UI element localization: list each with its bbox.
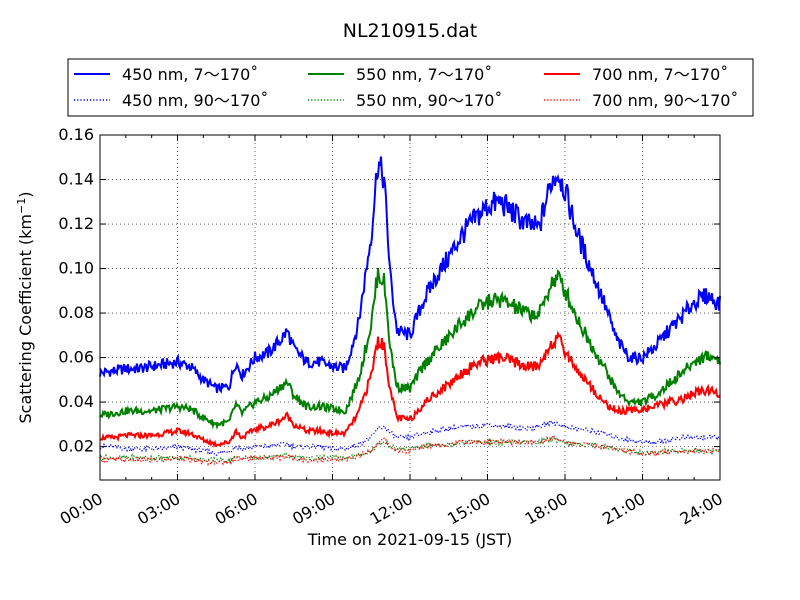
x-tick-label: 15:00 — [444, 489, 493, 529]
legend-label: 450 nm, 90～170˚ — [122, 91, 268, 110]
legend-box — [67, 58, 754, 117]
y-tick-label: 0.14 — [58, 170, 94, 189]
x-tick-label: 18:00 — [522, 489, 571, 529]
x-tick-label: 12:00 — [367, 489, 416, 529]
legend-label: 700 nm, 90～170˚ — [592, 91, 738, 110]
grid — [100, 135, 720, 480]
y-axis-label-main: Scattering Coefficient (km — [16, 214, 35, 424]
x-tick-label: 03:00 — [134, 489, 183, 529]
y-tick-label: 0.16 — [58, 125, 94, 144]
series-line — [99, 156, 721, 394]
legend-label: 550 nm, 90～170˚ — [356, 91, 502, 110]
chart-title: NL210915.dat — [343, 20, 478, 42]
series-line — [99, 330, 721, 448]
y-tick-label: 0.04 — [58, 392, 94, 411]
x-tick-label: 06:00 — [212, 489, 261, 529]
x-tick-label: 00:00 — [57, 489, 106, 529]
series-line — [99, 267, 721, 430]
series-line — [99, 420, 721, 456]
y-tick-label: 0.02 — [58, 437, 94, 456]
x-tick-label: 24:00 — [677, 489, 726, 529]
series-line — [99, 436, 721, 465]
x-tick-label: 21:00 — [599, 489, 648, 529]
x-tick-label: 09:00 — [289, 489, 338, 529]
y-axis-label-exponent: −1 — [15, 198, 28, 214]
ticks: 00:00 03:00 06:00 09:00 12:00 15:00 18:00 21:00… — [57, 125, 726, 529]
series-line — [99, 433, 721, 467]
y-tick-label: 0.12 — [58, 214, 94, 233]
legend: 450 nm, 7～170˚ 450 nm, 90～170˚ 550 nm, 7～1… — [67, 58, 754, 117]
y-axis-label: Scattering Coefficient (km−1) — [15, 192, 36, 424]
y-tick-label: 0.06 — [58, 348, 94, 367]
y-tick-label: 0.08 — [58, 303, 94, 322]
y-axis-label-close: ) — [16, 192, 35, 198]
x-axis-label: Time on 2021-09-15 (JST) — [307, 530, 512, 549]
legend-label: 550 nm, 7～170˚ — [356, 65, 492, 84]
legend-label: 450 nm, 7～170˚ — [122, 65, 258, 84]
series-lines — [99, 156, 721, 467]
y-tick-label: 0.10 — [58, 259, 94, 278]
legend-label: 700 nm, 7～170˚ — [592, 65, 728, 84]
